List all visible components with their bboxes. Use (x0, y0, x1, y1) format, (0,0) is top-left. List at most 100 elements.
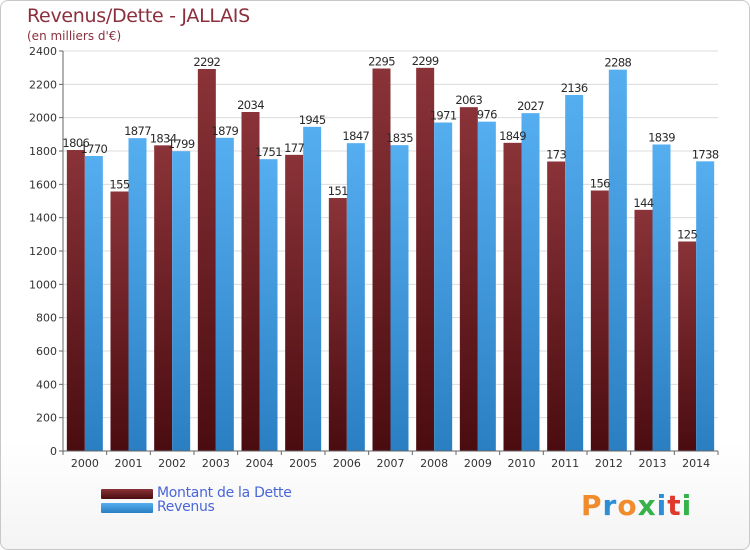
bar-dette (634, 209, 653, 451)
logo-letter: i (656, 489, 668, 522)
bar-dette (547, 161, 566, 451)
bar-revenus (346, 143, 365, 451)
y-tick-label: 1000 (29, 278, 57, 291)
data-label-dette: 1849 (499, 129, 526, 143)
y-tick-label: 600 (36, 345, 57, 358)
bar-dette (154, 145, 173, 452)
bar-revenus (521, 113, 540, 452)
legend-swatch-dette (101, 489, 153, 499)
y-tick-label: 2200 (29, 78, 57, 91)
data-label-revenus: 1799 (168, 137, 195, 151)
x-tick-label: 2002 (158, 457, 186, 470)
data-label-dette: 155 (109, 178, 129, 192)
chart-title: Revenus/Dette - JALLAIS (27, 5, 250, 27)
data-label-revenus: 1879 (211, 124, 238, 138)
bar-revenus (303, 126, 322, 451)
chart-subtitle: (en milliers d'€) (27, 29, 122, 43)
y-tick-label: 200 (36, 412, 57, 425)
data-label-dette: 151 (328, 184, 348, 198)
data-label-revenus: 2288 (604, 56, 631, 70)
bar-revenus (128, 138, 147, 451)
bar-dette (241, 112, 260, 451)
data-label-revenus: 1835 (386, 131, 413, 145)
bar-dette (328, 198, 347, 451)
bar-dette (678, 241, 697, 451)
logo-letter: x (637, 489, 657, 522)
proxiti-logo: Proxiti (581, 489, 692, 522)
data-label-dette: 177 (284, 141, 304, 155)
bar-revenus (477, 121, 496, 452)
data-label-revenus: 1738 (692, 147, 719, 161)
y-tick-label: 0 (50, 445, 57, 458)
x-tick-label: 2001 (115, 457, 143, 470)
data-label-revenus: 1971 (430, 109, 457, 123)
bar-dette (416, 67, 435, 451)
legend-swatch-revenus (101, 503, 153, 513)
data-label-dette: 125 (677, 228, 697, 242)
data-label-revenus: 1751 (255, 145, 282, 159)
data-label-revenus: 1770 (80, 142, 107, 156)
x-tick-label: 2004 (246, 457, 274, 470)
bar-dette (66, 150, 85, 451)
data-label-dette: 144 (633, 196, 653, 210)
bar-revenus (390, 145, 409, 451)
data-label-revenus: 1847 (342, 129, 369, 143)
y-tick-label: 2400 (29, 45, 57, 58)
bar-revenus (434, 122, 453, 451)
logo-letter: r (602, 489, 618, 522)
y-tick-label: 1800 (29, 145, 57, 158)
bar-dette (503, 142, 522, 452)
data-label-dette: 2295 (368, 55, 395, 69)
bar-revenus (259, 159, 278, 451)
data-label-dette: 156 (590, 177, 610, 191)
x-tick-label: 2009 (464, 457, 492, 470)
data-label-revenus: 2027 (517, 99, 544, 113)
x-tick-label: 2000 (71, 457, 99, 470)
y-tick-label: 400 (36, 378, 57, 391)
data-label-dette: 2292 (193, 55, 220, 69)
logo-letter: t (667, 489, 682, 522)
data-label-dette: 2063 (455, 93, 482, 107)
x-tick-label: 2010 (508, 457, 536, 470)
y-tick-label: 1400 (29, 212, 57, 225)
bar-revenus (652, 144, 671, 451)
data-label-dette: 2299 (412, 54, 439, 68)
data-label-revenus: 1839 (648, 131, 675, 145)
bar-dette (372, 68, 391, 451)
bar-revenus (172, 151, 191, 451)
logo-letter: o (617, 489, 638, 522)
bar-revenus (215, 137, 234, 452)
data-label-revenus: 1945 (299, 113, 326, 127)
y-tick-label: 800 (36, 312, 57, 325)
bar-dette (285, 154, 304, 452)
logo-letter: P (581, 489, 603, 522)
bar-revenus (84, 156, 103, 451)
data-label-dette: 2034 (237, 98, 264, 112)
bar-dette (459, 107, 478, 452)
legend-label-dette: Montant de la Dette (157, 485, 292, 501)
bar-revenus (696, 161, 715, 452)
x-tick-label: 2008 (420, 457, 448, 470)
bar-revenus (608, 69, 627, 452)
y-tick-label: 1600 (29, 178, 57, 191)
bar-dette (110, 191, 129, 451)
logo-letter: i (681, 489, 693, 522)
bar-dette (197, 69, 216, 451)
x-tick-label: 2007 (377, 457, 405, 470)
data-label-dette: 1806 (62, 136, 89, 150)
data-label-revenus: 976 (477, 108, 497, 122)
y-tick-label: 2000 (29, 112, 57, 125)
data-label-revenus: 2136 (561, 81, 588, 95)
data-label-revenus: 1877 (124, 124, 151, 138)
bar-revenus (565, 95, 584, 451)
data-label-dette: 173 (546, 148, 566, 162)
x-tick-label: 2005 (289, 457, 317, 470)
x-tick-label: 2012 (595, 457, 623, 470)
legend-label-revenus: Revenus (157, 499, 215, 515)
x-tick-label: 2014 (682, 457, 710, 470)
x-tick-label: 2003 (202, 457, 230, 470)
x-tick-label: 2006 (333, 457, 361, 470)
x-tick-label: 2011 (551, 457, 579, 470)
